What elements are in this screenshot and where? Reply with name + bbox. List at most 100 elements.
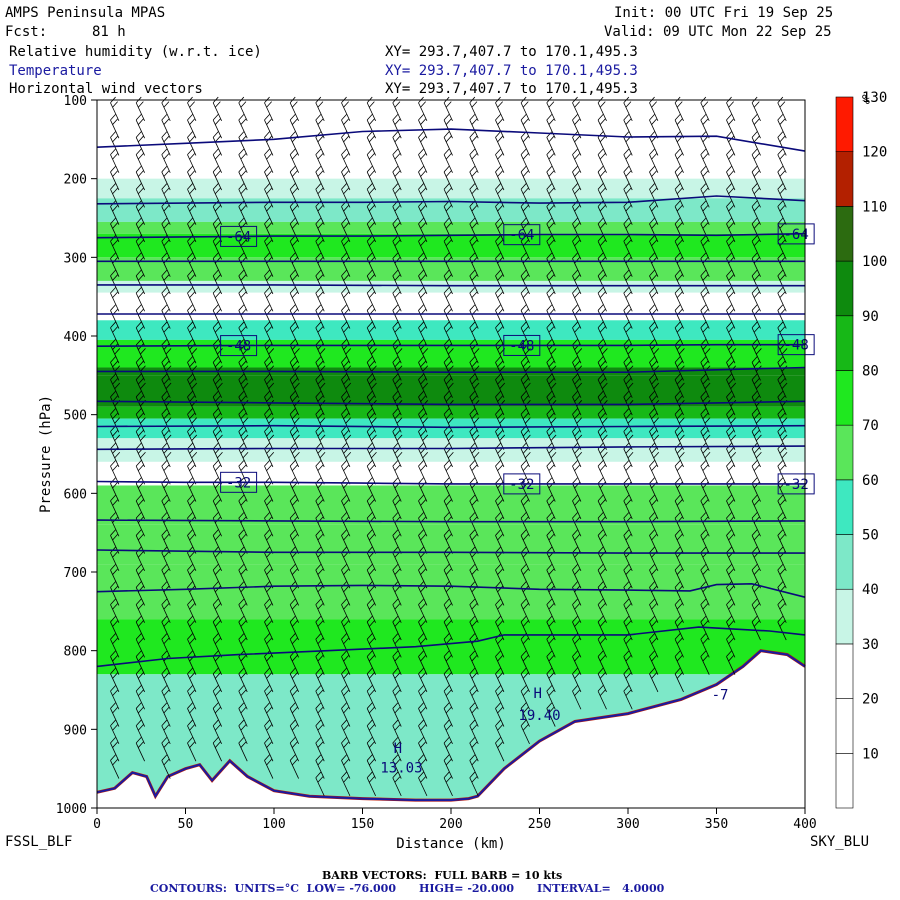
barb-flag <box>497 291 503 298</box>
barb-shaft <box>469 725 479 745</box>
barb-shaft <box>546 587 556 606</box>
barb-flag <box>191 417 198 424</box>
barb-flag <box>394 499 401 506</box>
barb-flag <box>546 321 553 329</box>
barb-flag <box>112 205 118 212</box>
barb-shaft <box>649 171 659 191</box>
barb-flag <box>469 494 476 502</box>
barb-flag <box>520 373 527 380</box>
barb-flag <box>676 222 683 229</box>
wind-barb <box>597 494 607 520</box>
barb-flag <box>674 148 681 155</box>
wind-barb <box>777 321 787 347</box>
barb-flag <box>189 551 195 558</box>
wind-barb <box>520 356 531 381</box>
barb-flag <box>546 287 553 294</box>
barb-flag <box>137 603 144 610</box>
wind-barb <box>161 425 172 450</box>
barb-flag <box>700 148 707 155</box>
barb-shaft <box>520 171 530 191</box>
barb-flag <box>343 274 349 281</box>
wind-barb <box>546 183 556 208</box>
barb-flag <box>623 529 630 536</box>
barb-flag <box>291 170 298 177</box>
barb-flag <box>315 494 322 502</box>
wind-barb <box>700 183 710 208</box>
wind-barb <box>777 390 788 416</box>
barb-flag <box>343 464 349 471</box>
barb-flag <box>392 321 399 329</box>
barb-flag <box>726 165 732 173</box>
barb-shaft <box>726 189 736 208</box>
barb-flag <box>189 620 195 627</box>
y-axis-label: Pressure (hPa) <box>38 395 54 513</box>
barb-flag <box>368 118 375 125</box>
barb-shaft <box>674 137 684 156</box>
barb-shaft <box>289 656 299 675</box>
barb-shaft <box>264 621 274 641</box>
barb-flag <box>625 291 632 298</box>
barb-flag <box>392 148 399 155</box>
barb-flag <box>443 339 450 346</box>
barb-shaft <box>315 656 325 675</box>
barb-flag <box>317 101 324 108</box>
barb-flag <box>341 685 347 692</box>
barb-flag <box>317 395 324 402</box>
wind-barb <box>726 373 737 398</box>
barb-flag <box>443 512 450 519</box>
barb-shaft <box>520 327 530 347</box>
barb-flag <box>394 205 401 212</box>
barb-flag <box>238 564 245 571</box>
wind-barb <box>315 685 325 710</box>
barb-flag <box>520 339 527 346</box>
barb-shaft <box>289 292 299 312</box>
barb-shaft <box>110 223 120 243</box>
barb-flag <box>394 568 401 575</box>
wind-barb <box>572 148 582 173</box>
barb-shaft <box>264 552 274 572</box>
barb-shaft <box>572 206 582 225</box>
wind-barb <box>289 217 299 243</box>
barb-shaft <box>623 327 633 347</box>
barb-shaft <box>546 621 556 641</box>
wind-barb <box>315 148 325 173</box>
barb-shaft <box>264 171 274 191</box>
barb-flag <box>291 568 298 575</box>
barb-shaft <box>777 137 787 156</box>
barb-flag <box>112 551 118 558</box>
wind-barb <box>623 356 634 381</box>
barb-shaft <box>495 569 505 589</box>
barb-flag <box>777 598 784 605</box>
wind-barb <box>161 564 171 589</box>
barb-flag <box>392 771 399 779</box>
barb-flag <box>674 408 681 415</box>
wind-barb <box>674 633 684 658</box>
barb-shaft <box>623 483 633 502</box>
barb-shaft <box>212 154 222 173</box>
barb-shaft <box>520 102 530 122</box>
barb-shaft <box>366 189 376 208</box>
barb-flag <box>264 165 270 173</box>
barb-flag <box>163 412 170 420</box>
barb-flag <box>214 724 221 731</box>
barb-shaft <box>495 673 505 693</box>
barb-flag <box>597 373 604 380</box>
barb-shaft <box>777 171 787 191</box>
barb-flag <box>546 477 553 484</box>
barb-flag <box>597 148 604 155</box>
wind-barb <box>315 373 326 398</box>
barb-flag <box>726 390 732 398</box>
barb-shaft <box>366 223 376 243</box>
barb-flag <box>781 348 788 355</box>
barb-flag <box>317 655 324 662</box>
barb-shaft <box>520 552 530 572</box>
wind-barb <box>572 269 582 295</box>
barb-shaft <box>135 552 145 572</box>
barb-shaft <box>777 569 787 589</box>
barb-flag <box>112 672 118 679</box>
barb-shaft <box>495 639 505 658</box>
barb-shaft <box>238 552 248 572</box>
wind-barb <box>110 650 120 675</box>
barb-shaft <box>751 206 761 225</box>
wind-barb <box>623 685 633 710</box>
